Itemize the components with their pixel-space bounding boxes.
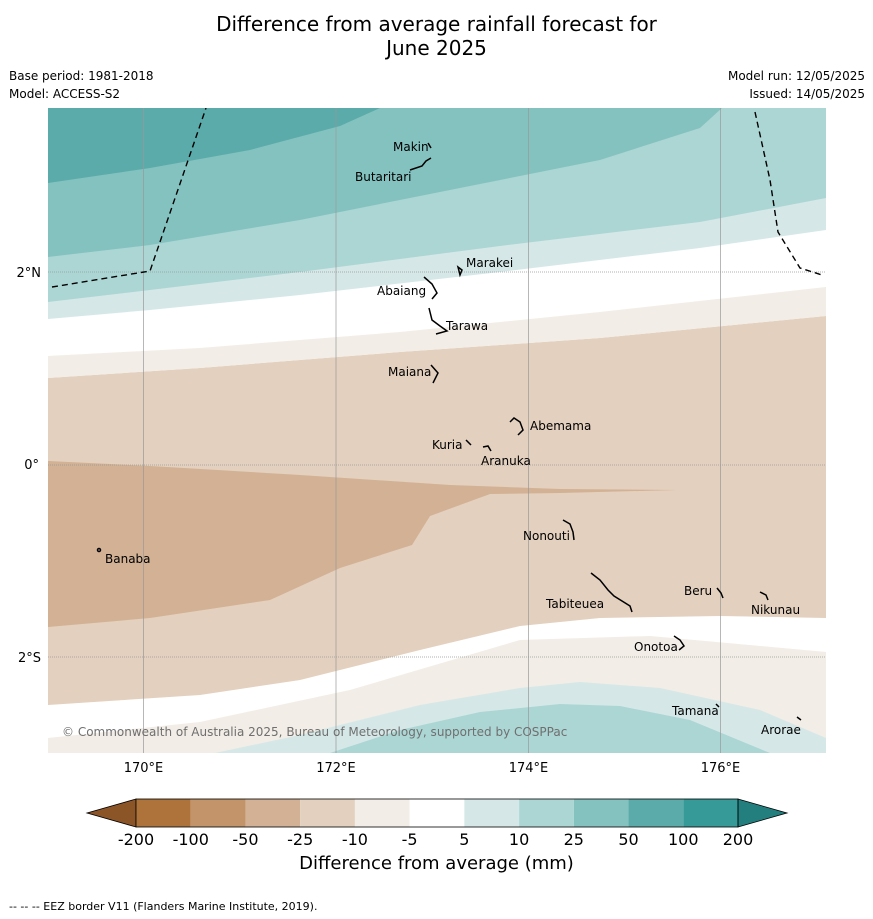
kuria-outline xyxy=(465,439,472,446)
lat-label-2n: 2°N xyxy=(17,266,42,281)
nonouti-outline xyxy=(562,519,575,541)
colorbar-outline xyxy=(135,798,739,828)
label-tarawa: Tarawa xyxy=(445,319,488,333)
eez-border-west xyxy=(51,108,207,288)
band-minus-25-50 xyxy=(48,461,677,627)
copyright-notice: © Commonwealth of Australia 2025, Bureau… xyxy=(62,725,567,739)
meta-left: Base period: 1981-2018 Model: ACCESS-S2 xyxy=(9,67,154,103)
latitude-grid xyxy=(48,271,826,658)
makin-outline xyxy=(427,142,432,149)
arorae-outline xyxy=(796,716,802,721)
onotoa-outline xyxy=(673,635,686,651)
band-plus-10-25-south xyxy=(330,704,770,753)
colorbar-box xyxy=(628,799,684,827)
abaiang-outline xyxy=(423,276,438,300)
colorbar-tick-label: -200 xyxy=(118,830,154,849)
colorbar-box xyxy=(683,799,738,827)
colorbar-extension-low xyxy=(85,798,137,828)
colorbar-tick-label: -50 xyxy=(232,830,258,849)
longitude-grid xyxy=(143,108,721,753)
eez-border-east xyxy=(754,111,823,276)
lat-label-0: 0° xyxy=(24,458,39,473)
legend-title: Difference from average (mm) xyxy=(299,853,574,874)
colorbar-tick-label: -5 xyxy=(402,830,418,849)
maiana-outline xyxy=(430,364,439,384)
colorbar-box xyxy=(519,799,574,827)
banaba-outline xyxy=(96,547,102,553)
aranuka-outline xyxy=(482,445,492,452)
colorbar-tick-label: 10 xyxy=(509,830,529,849)
label-nikunau: Nikunau xyxy=(751,603,800,617)
colorbar-tick-label: 5 xyxy=(459,830,469,849)
map-fill: Makin Butaritari Marakei Abaiang Tarawa … xyxy=(48,108,826,753)
colorbar-box xyxy=(300,799,355,827)
label-arorae: Arorae xyxy=(761,723,801,737)
tabiteuea-outline xyxy=(590,572,633,613)
title-line-2: June 2025 xyxy=(386,36,487,60)
lon-label-172e: 172°E xyxy=(316,761,356,776)
label-aranuka: Aranuka xyxy=(481,454,531,468)
label-nonouti: Nonouti xyxy=(523,529,570,543)
colorbar-box xyxy=(136,799,191,827)
label-makin: Makin xyxy=(393,140,429,154)
label-maiana: Maiana xyxy=(388,365,431,379)
label-abemama: Abemama xyxy=(530,419,591,433)
label-beru: Beru xyxy=(684,584,712,598)
colorbar-tick-label: -100 xyxy=(173,830,209,849)
colorbar-tick-label: 50 xyxy=(618,830,638,849)
base-period: Base period: 1981-2018 xyxy=(9,69,154,83)
label-marakei: Marakei xyxy=(466,256,513,270)
colorbar-box xyxy=(354,799,410,827)
colorbar-box xyxy=(245,799,301,827)
label-abaiang: Abaiang xyxy=(377,284,426,298)
title-line-1: Difference from average rainfall forecas… xyxy=(216,12,657,36)
eez-footnote: -- -- -- EEZ border V11 (Flanders Marine… xyxy=(9,900,318,913)
model-name: Model: ACCESS-S2 xyxy=(9,87,121,101)
band-neutral-tan-north xyxy=(48,287,826,378)
island-outlines xyxy=(96,142,802,721)
meta-right: Model run: 12/05/2025 Issued: 14/05/2025 xyxy=(728,67,865,103)
colorbar-tick-label: -25 xyxy=(287,830,313,849)
lon-label-176e: 176°E xyxy=(701,761,741,776)
nikunau-outline xyxy=(759,591,769,601)
colorbar-tick-label: 200 xyxy=(723,830,754,849)
label-banaba: Banaba xyxy=(105,552,151,566)
colorbar-box xyxy=(573,799,629,827)
colorbar: -200 -100 -50 -25 -10 -5 5 10 25 50 100 200 xyxy=(85,798,789,849)
beru-outline xyxy=(716,587,724,599)
model-run: Model run: 12/05/2025 xyxy=(727,69,865,83)
label-onotoa: Onotoa xyxy=(634,640,678,654)
colorbar-tick-label: 100 xyxy=(668,830,699,849)
marakei-outline xyxy=(456,265,463,278)
issued-date: Issued: 14/05/2025 xyxy=(749,87,865,101)
chart-title: Difference from average rainfall forecas… xyxy=(0,12,873,60)
label-tabiteuea: Tabiteuea xyxy=(545,597,604,611)
abemama-outline xyxy=(509,417,524,436)
lon-label-174e: 174°E xyxy=(509,761,549,776)
colorbar-box xyxy=(409,799,465,827)
colorbar-tick-label: 25 xyxy=(564,830,584,849)
label-butaritari: Butaritari xyxy=(355,170,412,184)
colorbar-tick-label: -10 xyxy=(342,830,368,849)
tamana-outline xyxy=(715,703,720,708)
colorbar-extension-high xyxy=(737,798,789,828)
band-plus-50-100-north xyxy=(48,108,380,183)
label-kuria: Kuria xyxy=(432,438,463,452)
lon-label-170e: 170°E xyxy=(124,761,164,776)
tarawa-outline xyxy=(428,307,449,335)
lat-label-2s: 2°S xyxy=(18,651,41,666)
label-tamana: Tamana xyxy=(671,704,719,718)
butaritari-outline xyxy=(409,157,432,171)
colorbar-box xyxy=(190,799,246,827)
colorbar-box xyxy=(464,799,520,827)
